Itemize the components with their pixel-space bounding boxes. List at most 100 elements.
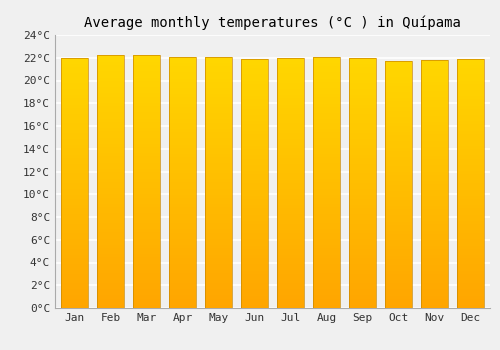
Bar [241,299,268,302]
Bar [456,236,483,239]
Bar [205,211,232,214]
Bar [456,211,483,215]
Bar [97,87,124,90]
Bar [456,246,483,249]
Bar [385,256,412,259]
Bar [456,199,483,202]
Bar [277,158,304,161]
Bar [241,233,268,236]
Bar [169,72,196,76]
Bar [313,173,340,176]
Bar [385,114,412,117]
Bar [277,148,304,152]
Bar [205,110,232,113]
Bar [62,286,88,289]
Bar [241,236,268,239]
Bar [62,227,88,230]
Bar [313,76,340,79]
Bar [385,212,412,216]
Bar [205,264,232,267]
Bar [205,97,232,100]
Bar [241,246,268,249]
Bar [277,133,304,136]
Bar [313,167,340,170]
Bar [456,174,483,177]
Bar [97,254,124,258]
Bar [62,117,88,120]
Bar [62,177,88,180]
Bar [169,179,196,182]
Bar [133,78,160,81]
Bar [421,119,448,122]
Bar [62,214,88,217]
Bar [456,131,483,134]
Bar [313,195,340,198]
Bar [313,148,340,151]
Bar [349,295,376,299]
Bar [97,236,124,239]
Bar [421,246,448,249]
Bar [456,137,483,140]
Bar [97,141,124,144]
Bar [133,147,160,150]
Bar [349,258,376,261]
Bar [349,227,376,230]
Bar [205,254,232,258]
Bar [205,214,232,217]
Bar [421,63,448,66]
Bar [241,295,268,299]
Bar [349,192,376,195]
Bar [277,77,304,80]
Bar [385,172,412,175]
Bar [456,162,483,165]
Bar [421,187,448,190]
Bar [313,182,340,186]
Bar [133,236,160,239]
Bar [241,134,268,137]
Bar [169,129,196,132]
Bar [313,119,340,122]
Bar [349,283,376,286]
Bar [205,170,232,173]
Bar [62,114,88,117]
Bar [456,96,483,99]
Bar [421,305,448,308]
Bar [205,176,232,179]
Bar [97,100,124,103]
Bar [421,147,448,150]
Bar [97,84,124,87]
Bar [97,245,124,248]
Bar [385,95,412,98]
Bar [349,261,376,264]
Bar [349,167,376,170]
Bar [313,122,340,126]
Bar [169,302,196,305]
Bar [169,258,196,261]
Bar [169,292,196,295]
Bar [385,250,412,252]
Bar [277,280,304,283]
Bar [62,252,88,255]
Bar [97,178,124,182]
Bar [205,201,232,204]
Bar [349,155,376,158]
Bar [421,209,448,212]
Bar [97,299,124,302]
Bar [456,243,483,246]
Bar [385,64,412,67]
Bar [169,295,196,299]
Bar [421,178,448,181]
Bar [385,222,412,225]
Bar [62,111,88,114]
Bar [313,107,340,110]
Bar [241,243,268,246]
Bar [133,226,160,229]
Bar [421,166,448,168]
Bar [456,155,483,159]
Bar [169,248,196,251]
Bar [97,191,124,194]
Bar [277,95,304,98]
Bar [97,286,124,289]
Bar [385,138,412,141]
Bar [385,296,412,299]
